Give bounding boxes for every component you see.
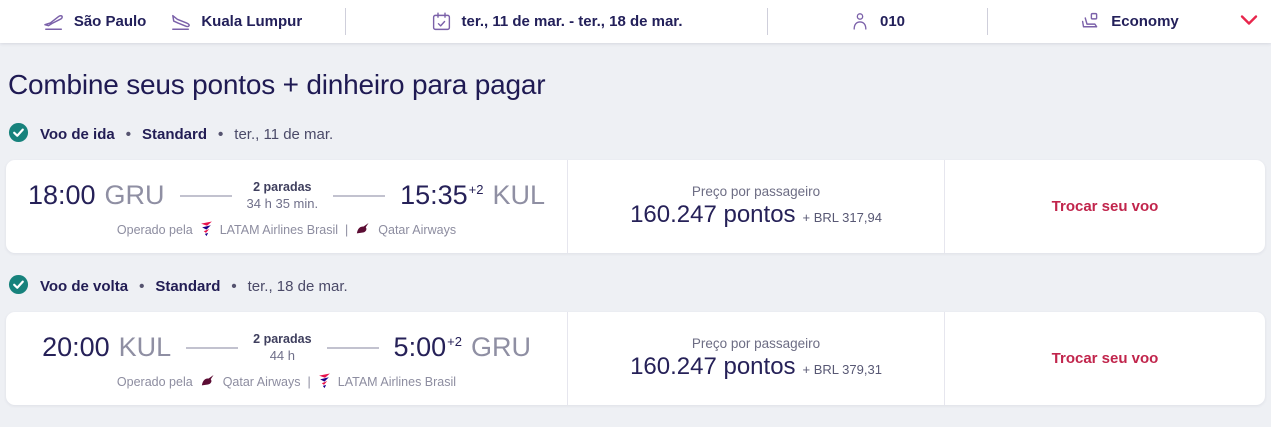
results-page: Combine seus pontos + dinheiro para paga… [0,69,1271,405]
flight-itinerary: 18:00 GRU 2 paradas 34 h 35 min. 15:35+2… [6,160,567,253]
action-panel: Trocar seu voo [944,160,1265,253]
flight-date-label: ter., 18 de mar. [247,278,348,295]
points-price: 160.247 pontos [630,353,796,380]
change-flight-button[interactable]: Trocar seu voo [1051,198,1159,215]
carrier-separator: | [307,374,311,389]
origin-label: São Paulo [73,13,147,30]
page-title: Combine seus pontos + dinheiro para paga… [8,69,546,100]
route-line [186,346,239,349]
operated-by-label: Operado pela [116,222,193,237]
passengers-field[interactable]: 010 [768,0,987,43]
latam-airlines-logo [318,372,331,392]
route-line [326,346,379,349]
departure-time: 20:00 [42,332,110,363]
flight-type-label: Voo de ida [40,126,115,143]
arrival-airport: GRU [470,332,531,363]
departure-time: 18:00 [27,180,96,211]
departure-airport: GRU [104,180,165,211]
topbar-divider [345,8,346,35]
return-flight-header: Voo de volta • Standard • ter., 18 de ma… [8,274,1265,299]
topbar-divider [987,8,988,35]
price-panel: Preço por passageiro 160.247 pontos + BR… [567,160,944,253]
dates-field[interactable]: ter., 11 de mar. - ter., 18 de mar. [346,0,767,43]
plane-takeoff-icon [43,12,65,32]
carrier-name: Qatar Airways [222,374,301,389]
calendar-check-icon [431,11,452,32]
price-per-passenger-label: Preço por passageiro [691,336,821,351]
carrier-separator: | [345,222,349,237]
operated-by-label: Operado pela [116,374,193,389]
cabin-label: Economy [1111,13,1179,30]
check-circle-icon [8,274,29,299]
arrival-time: 5:00 [393,332,447,363]
passengers-label: 010 [879,13,906,30]
outbound-flight-header: Voo de ida • Standard • ter., 11 de mar. [8,122,1265,147]
price-per-passenger-label: Preço por passageiro [691,184,821,199]
search-summary-bar: São Paulo Kuala Lumpur ter., 11 de mar. … [0,0,1271,43]
return-flight-card: 20:00 KUL 2 paradas 44 h 5:00+2 GRU Oper… [6,312,1265,405]
day-offset: +2 [468,182,484,198]
route-selector[interactable]: São Paulo Kuala Lumpur [0,0,345,43]
carrier-name: Qatar Airways [378,222,457,237]
destination-field[interactable]: Kuala Lumpur [170,12,302,32]
flight-itinerary: 20:00 KUL 2 paradas 44 h 5:00+2 GRU Oper… [6,312,567,405]
route-line [179,194,232,197]
topbar-divider [767,8,768,35]
flight-date-label: ter., 11 de mar. [234,126,334,143]
action-panel: Trocar seu voo [944,312,1265,405]
fare-label: Standard [142,126,208,143]
fare-label: Standard [155,278,221,295]
cabin-field[interactable]: Economy [988,0,1271,43]
stops-info: 2 paradas 34 h 35 min. [247,179,319,212]
dates-label: ter., 11 de mar. - ter., 18 de mar. [461,13,683,30]
stops-count: 2 paradas [253,180,312,195]
latam-airlines-logo [200,220,213,240]
flight-duration: 34 h 35 min. [246,195,319,211]
destination-label: Kuala Lumpur [201,13,303,30]
bullet-separator: • [139,278,145,295]
qatar-airways-logo [200,373,216,391]
qatar-airways-logo [355,221,371,239]
stops-count: 2 paradas [253,332,312,347]
carrier-name: LATAM Airlines Brasil [219,222,339,237]
carrier-name: LATAM Airlines Brasil [337,374,457,389]
plane-landing-icon [170,12,192,32]
bullet-separator: • [218,126,224,143]
bullet-separator: • [231,278,237,295]
stops-info: 2 paradas 44 h [253,331,311,364]
flight-duration: 44 h [269,347,296,363]
change-flight-button[interactable]: Trocar seu voo [1051,350,1159,367]
bullet-separator: • [125,126,131,143]
arrival-time: 15:35 [400,180,468,211]
day-offset: +2 [447,334,462,350]
origin-field[interactable]: São Paulo [43,12,147,32]
passenger-icon [850,11,870,32]
cash-price: + BRL 317,94 [802,210,882,225]
outbound-flight-card: 18:00 GRU 2 paradas 34 h 35 min. 15:35+2… [6,160,1265,253]
chevron-down-icon[interactable] [1240,13,1258,30]
departure-airport: KUL [118,332,172,363]
check-circle-icon [8,122,29,147]
price-panel: Preço por passageiro 160.247 pontos + BR… [567,312,944,405]
cash-price: + BRL 379,31 [802,362,882,377]
route-line [333,194,386,197]
operated-by-row: Operado pela LATAM Airlines Brasil | [6,220,567,240]
operated-by-row: Operado pela Qatar Airways | LA [6,372,567,392]
flight-type-label: Voo de volta [40,278,129,295]
cabin-seat-icon [1080,11,1101,32]
points-price: 160.247 pontos [630,201,796,228]
arrival-airport: KUL [492,180,546,211]
